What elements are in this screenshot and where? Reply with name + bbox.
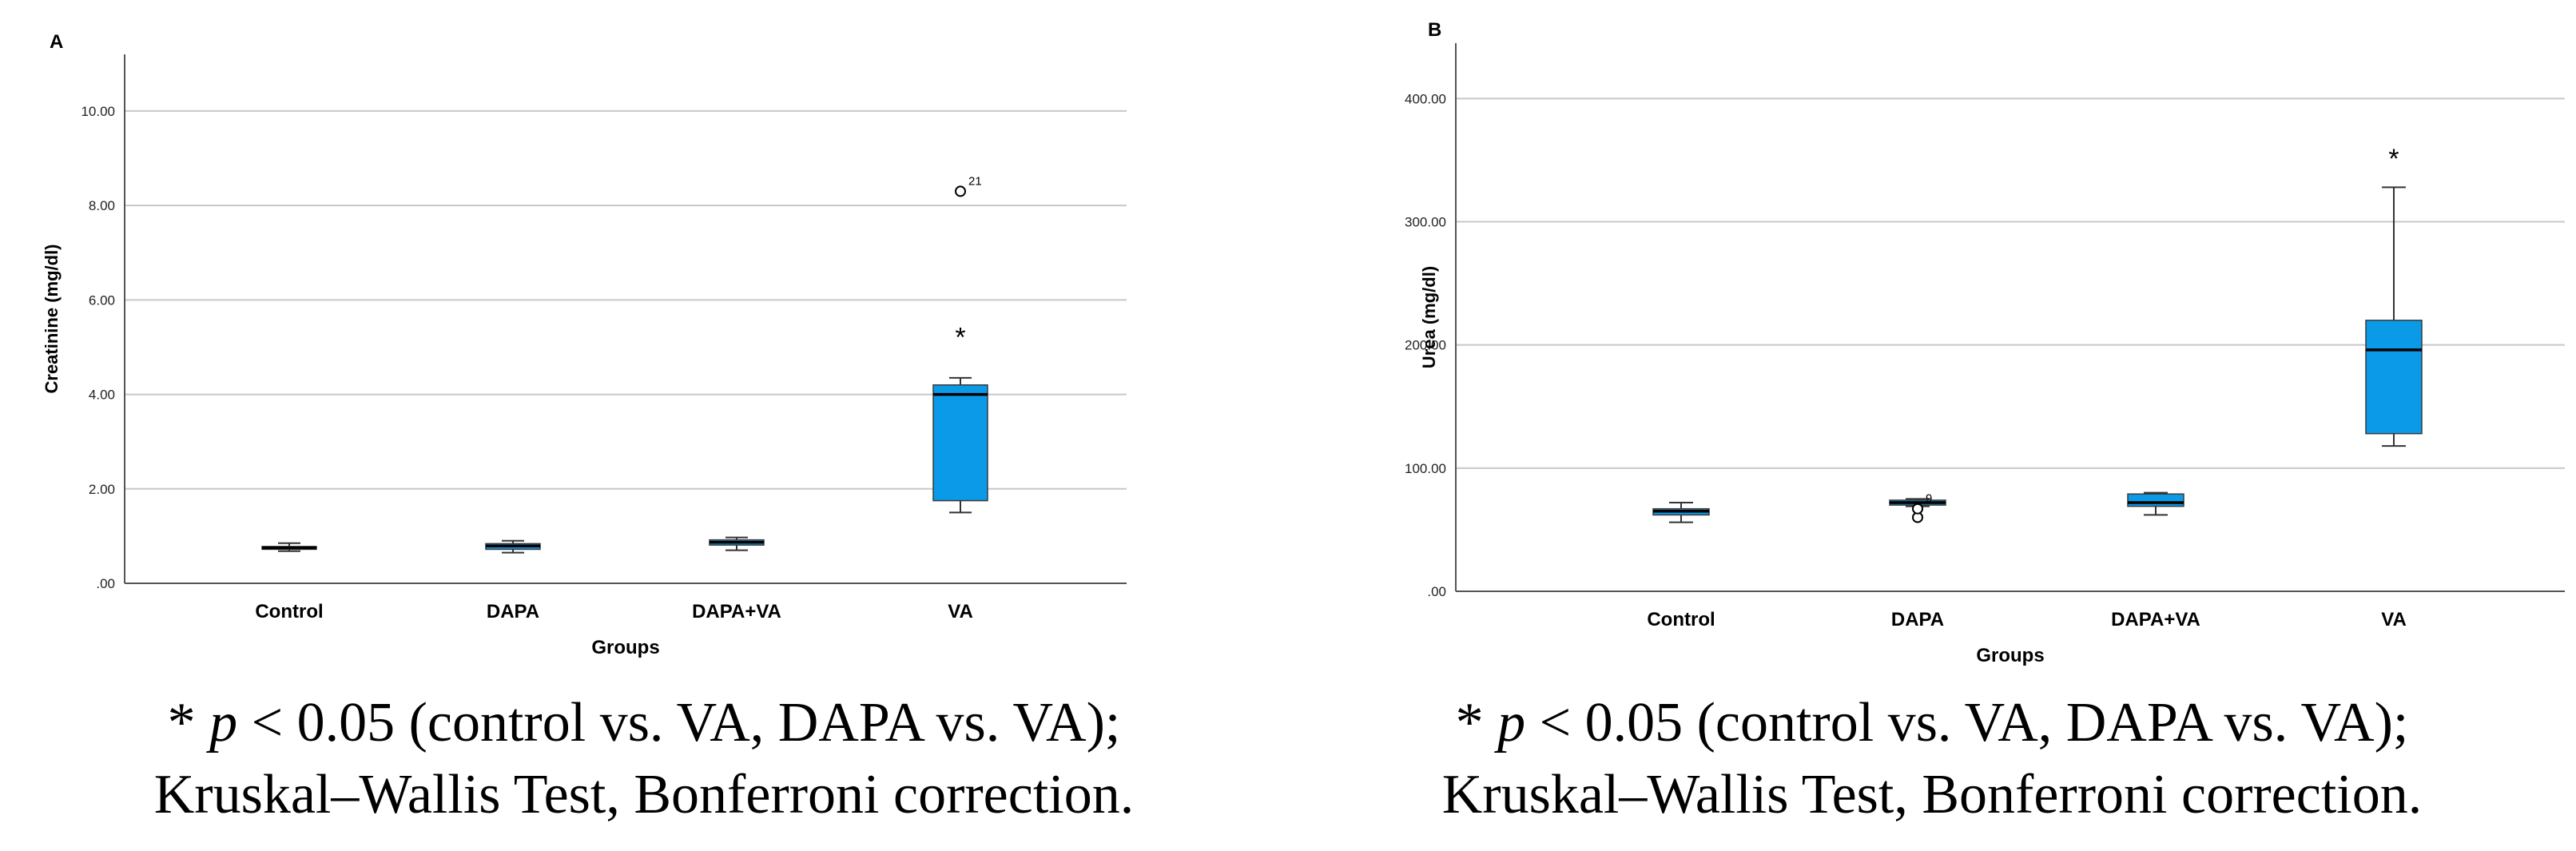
y-axis-label: Creatinine (mg/dl)	[42, 244, 62, 393]
y-axis-label: Urea (mg/dl)	[1419, 266, 1439, 368]
caption-a-line2: Kruskal–Wallis Test, Bonferroni correcti…	[153, 764, 1135, 825]
y-tick-label: 400.00	[1405, 91, 1446, 106]
box-va	[932, 376, 988, 514]
y-tick-label: 2.00	[89, 482, 115, 497]
panel-b: B .00 100.00 200.00 300.00 400.00 Urea (mg/dl)…	[1288, 0, 2576, 851]
panel-label: A	[50, 31, 63, 53]
y-tick-label: 10.00	[81, 104, 115, 119]
box-dapa	[485, 539, 541, 554]
box-iqr	[2127, 493, 2184, 507]
x-tick-label: Control	[1647, 609, 1715, 630]
panel-a: A .00 2.00 4.00 6.00 8.00 10.00 Creatinine (mg/…	[42, 31, 1135, 825]
x-axis-label: Groups	[591, 637, 659, 658]
outlier-label: 21	[968, 174, 982, 188]
box-control	[261, 542, 317, 552]
caption-b-line1: * p < 0.05 (control vs. VA, DAPA vs. VA)…	[1455, 692, 2409, 754]
box-dapa-va	[709, 536, 765, 551]
y-tick-label: 100.00	[1405, 461, 1446, 476]
caption-b-line2: Kruskal–Wallis Test, Bonferroni correcti…	[1441, 764, 2423, 825]
box-va	[2365, 186, 2423, 447]
box-control	[1652, 502, 1710, 523]
chart-a-creatinine: A .00 2.00 4.00 6.00 8.00 10.00 Creatinine (mg/…	[42, 31, 1127, 658]
significance-star: *	[2388, 144, 2399, 174]
y-tick-label: .00	[96, 576, 115, 591]
y-tick-label: 4.00	[89, 388, 115, 403]
x-tick-label: DAPA	[1891, 609, 1944, 630]
outlier-point	[955, 185, 966, 197]
outlier-point	[1912, 503, 1923, 515]
x-tick-label: VA	[2381, 609, 2407, 630]
y-tick-label: .00	[1427, 584, 1446, 599]
x-tick-label: DAPA+VA	[692, 601, 781, 622]
x-tick-label: Control	[255, 601, 323, 622]
box-iqr	[932, 384, 988, 502]
chart-b-urea: B .00 100.00 200.00 300.00 400.00 Urea (mg/dl)…	[1405, 19, 2565, 666]
box-dapa-va	[2127, 491, 2184, 516]
y-tick-label: 300.00	[1405, 215, 1446, 230]
outlier-label: 9	[1926, 492, 1932, 506]
y-tick-label: 8.00	[89, 198, 115, 213]
panel-label: B	[1428, 19, 1441, 41]
significance-star: *	[955, 323, 965, 353]
x-tick-label: DAPA	[487, 601, 539, 622]
x-tick-label: VA	[948, 601, 973, 622]
y-tick-label: 6.00	[89, 292, 115, 308]
box-iqr	[2365, 320, 2423, 435]
y-tick-label: 200.00	[1405, 338, 1446, 353]
x-axis-label: Groups	[1976, 645, 2044, 666]
caption-a-line1: * p < 0.05 (control vs. VA, DAPA vs. VA)…	[167, 692, 1121, 754]
x-tick-label: DAPA+VA	[2111, 609, 2200, 630]
